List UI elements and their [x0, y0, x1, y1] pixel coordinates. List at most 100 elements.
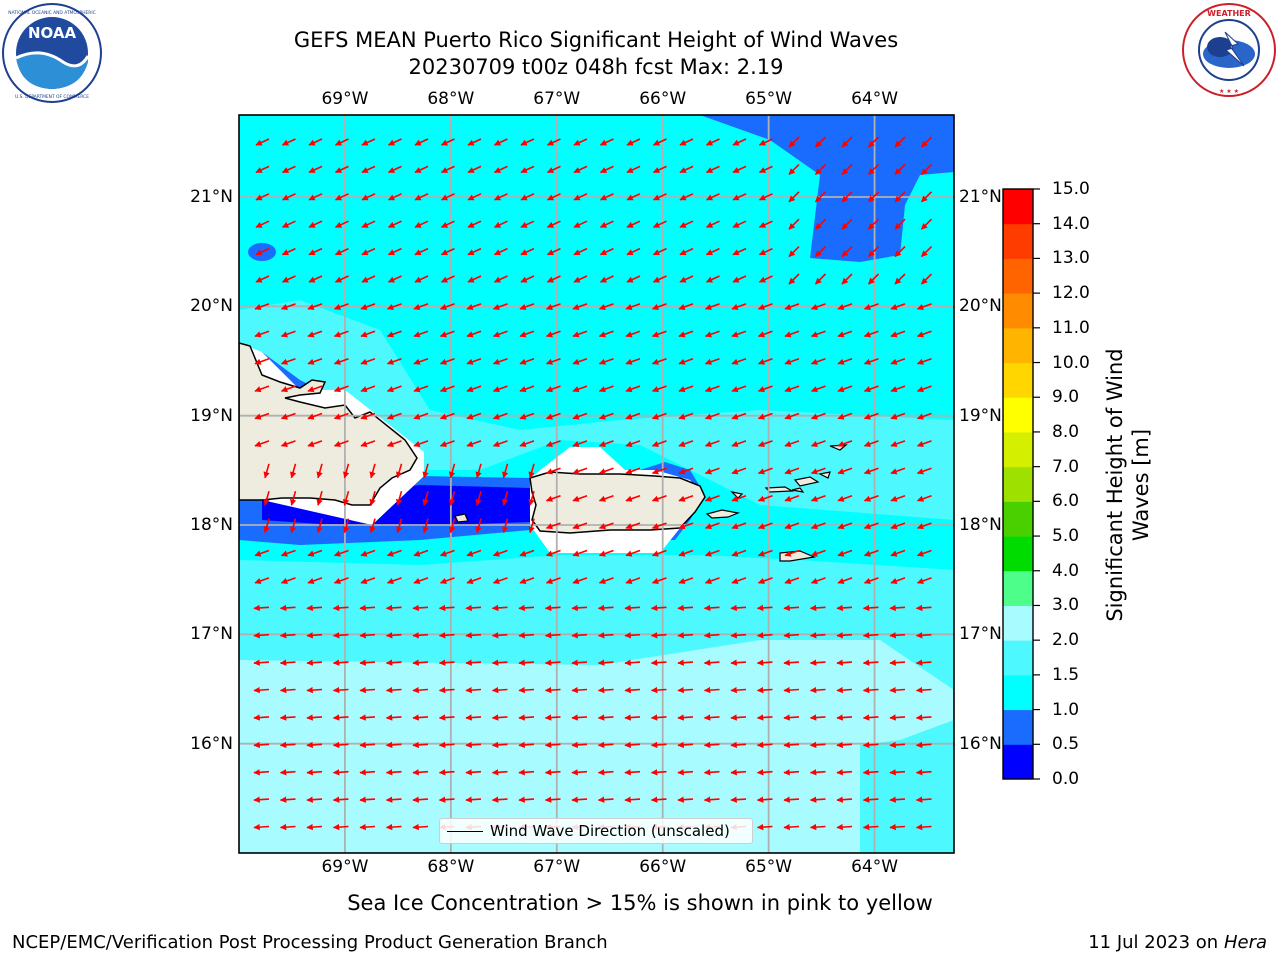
wave-direction-arrow — [491, 741, 508, 749]
wave-direction-arrow — [545, 303, 561, 310]
wave-direction-arrow — [369, 463, 376, 479]
wave-direction-arrow — [545, 385, 561, 393]
wave-direction-arrow — [599, 275, 614, 283]
wave-direction-arrow — [518, 741, 535, 749]
wave-direction-arrow — [520, 138, 535, 146]
wave-direction-arrow — [253, 741, 270, 749]
colorbar-segment — [1003, 640, 1033, 676]
wave-direction-arrow — [757, 549, 773, 557]
wave-direction-arrow — [412, 632, 429, 639]
wave-direction-arrow — [306, 632, 323, 639]
wave-direction-arrow — [757, 385, 773, 393]
wave-direction-arrow — [890, 330, 906, 338]
wave-direction-arrow — [788, 163, 800, 175]
wave-direction-arrow — [467, 165, 482, 174]
wave-direction-arrow — [836, 686, 853, 694]
wave-direction-arrow — [650, 604, 667, 612]
wave-direction-arrow — [916, 467, 932, 475]
wave-direction-arrow — [332, 659, 349, 666]
wave-direction-arrow — [837, 303, 853, 310]
lat-label-right: 18°N — [959, 515, 1002, 535]
wave-direction-arrow — [599, 220, 614, 228]
wave-direction-arrow — [784, 522, 800, 530]
svg-text:★ ★ ★: ★ ★ ★ — [1219, 88, 1239, 95]
wave-direction-arrow — [730, 604, 747, 612]
wave-direction-arrow — [306, 659, 323, 666]
colorbar-segment — [1003, 293, 1033, 329]
wave-direction-arrow — [784, 412, 800, 420]
wave-direction-arrow — [573, 165, 588, 174]
wave-direction-arrow — [386, 577, 402, 584]
wave-direction-arrow — [465, 686, 482, 694]
wave-direction-arrow — [369, 490, 376, 506]
wave-direction-arrow — [889, 714, 906, 721]
wave-direction-arrow — [520, 247, 535, 256]
wave-direction-arrow — [412, 796, 429, 803]
wave-direction-arrow — [386, 412, 402, 420]
wave-direction-arrow — [598, 303, 614, 310]
wave-direction-arrow — [677, 632, 694, 639]
wave-direction-arrow — [518, 769, 535, 776]
wave-direction-arrow — [704, 467, 720, 475]
wave-direction-arrow — [863, 440, 879, 447]
wave-direction-arrow — [573, 138, 588, 146]
wave-direction-arrow — [732, 193, 747, 201]
lat-label-right: 21°N — [959, 187, 1002, 207]
wave-direction-arrow — [915, 796, 932, 803]
wave-direction-arrow — [652, 165, 667, 174]
wave-direction-arrow — [863, 412, 879, 420]
wave-direction-arrow — [572, 357, 588, 365]
wave-direction-arrow — [491, 714, 508, 721]
wave-direction-arrow — [731, 303, 747, 310]
wave-direction-arrow — [704, 522, 720, 530]
legend-line-swatch — [447, 831, 483, 832]
wave-direction-arrow — [867, 136, 880, 148]
wave-direction-arrow — [757, 467, 773, 475]
wave-direction-arrow — [334, 138, 349, 146]
wave-direction-arrow — [625, 577, 641, 584]
wave-direction-arrow — [920, 163, 933, 175]
wave-direction-arrow — [757, 494, 773, 502]
wave-direction-arrow — [894, 218, 906, 230]
wave-direction-arrow — [783, 769, 800, 776]
wave-direction-arrow — [544, 769, 561, 776]
wave-direction-arrow — [704, 357, 720, 365]
wave-direction-arrow — [279, 659, 296, 666]
wave-direction-arrow — [814, 218, 827, 230]
wave-direction-arrow — [626, 220, 641, 228]
wave-direction-arrow — [704, 494, 720, 502]
wave-direction-arrow — [545, 440, 561, 447]
wave-direction-arrow — [492, 357, 508, 365]
wave-direction-arrow — [333, 412, 349, 420]
wave-direction-arrow — [387, 275, 402, 283]
colorbar-segment — [1003, 362, 1033, 398]
wave-direction-arrow — [894, 273, 906, 285]
wave-direction-arrow — [263, 463, 270, 479]
wave-direction-arrow — [814, 136, 827, 148]
colorbar-tick-label: 10.0 — [1052, 352, 1090, 373]
wave-direction-arrow — [625, 440, 641, 447]
wave-direction-arrow — [841, 273, 853, 285]
wave-direction-arrow — [810, 440, 826, 447]
wave-direction-arrow — [650, 714, 667, 721]
wave-direction-arrow — [263, 490, 270, 506]
wave-direction-arrow — [597, 659, 614, 666]
noaa-logo-text: NOAA — [28, 24, 77, 42]
wave-direction-arrow — [316, 463, 323, 479]
wave-direction-arrow — [862, 769, 879, 776]
wave-direction-arrow — [413, 357, 429, 365]
wave-direction-arrow — [546, 193, 561, 201]
wave-direction-arrow — [889, 823, 906, 831]
wave-direction-arrow — [837, 522, 853, 530]
wave-direction-arrow — [413, 303, 429, 310]
wave-direction-arrow — [333, 357, 349, 365]
wave-direction-arrow — [343, 490, 350, 506]
wave-direction-arrow — [730, 769, 747, 776]
lon-label-top: 69°W — [321, 89, 369, 109]
wave-direction-arrow — [386, 440, 402, 447]
wave-direction-arrow — [814, 163, 827, 175]
wave-direction-arrow — [788, 273, 800, 285]
wave-direction-arrow — [915, 686, 932, 694]
wave-direction-arrow — [545, 522, 561, 530]
wave-direction-arrow — [920, 246, 933, 258]
